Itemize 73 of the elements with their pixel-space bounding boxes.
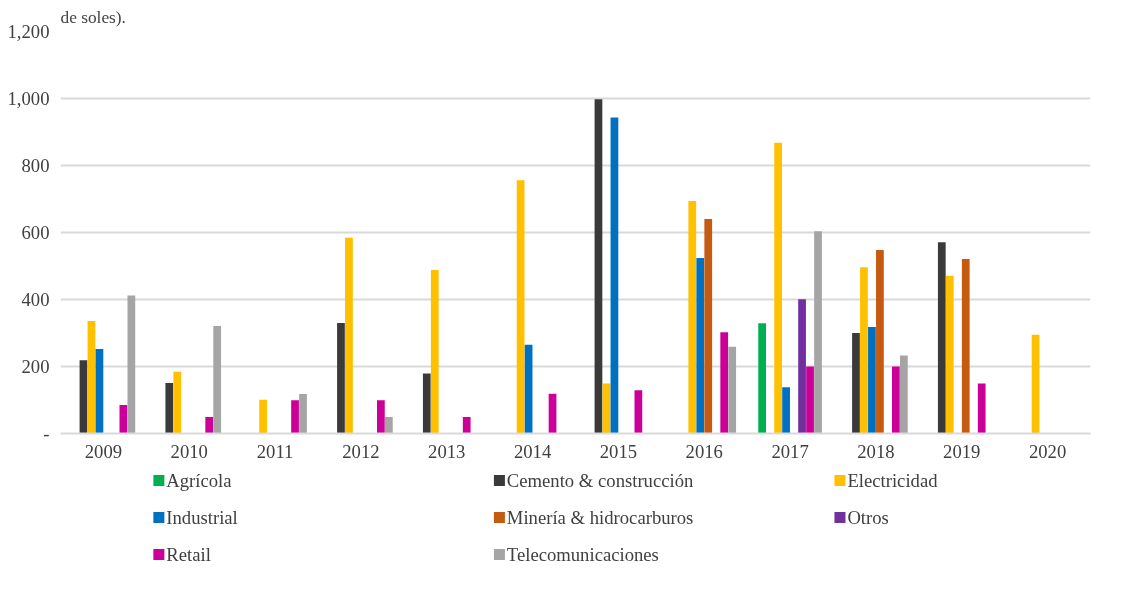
bar [422, 373, 431, 434]
legend-label: Minería & hidrocarburos [506, 507, 694, 528]
bar [87, 320, 96, 434]
x-tick-label: 2015 [599, 440, 638, 462]
legend-label: Retail [166, 544, 211, 565]
x-tick-label: 2009 [84, 440, 123, 462]
bar [852, 333, 860, 434]
x-tick-label: 2013 [428, 440, 466, 462]
legend-label: Industrial [166, 507, 238, 528]
bar [876, 249, 884, 434]
bar [688, 201, 697, 434]
bar [696, 257, 705, 434]
x-tick-label: 2014 [513, 440, 552, 462]
bar [384, 417, 393, 434]
bar [798, 299, 806, 434]
x-tick-label: 2020 [1028, 440, 1067, 462]
x-tick-label: 2010 [170, 440, 208, 462]
bar [516, 180, 525, 434]
x-tick-label: 2012 [342, 440, 380, 462]
bar [524, 344, 533, 434]
y-tick-label: - [43, 423, 50, 444]
bar [774, 142, 782, 434]
bar [720, 332, 729, 434]
y-tick-label: 200 [21, 356, 50, 377]
bar [1031, 334, 1040, 434]
bar [299, 393, 307, 434]
bar [345, 237, 353, 434]
x-tick-label: 2018 [857, 440, 895, 462]
bar [868, 326, 876, 434]
bar [899, 355, 908, 434]
y-tick-label: 1,200 [7, 21, 50, 42]
chart-title: de soles). [60, 7, 126, 27]
bar [462, 417, 471, 434]
bar [259, 399, 267, 434]
y-tick-label: 600 [21, 222, 50, 243]
bar [337, 322, 345, 434]
bar [610, 117, 619, 434]
bar [377, 400, 385, 434]
bar [594, 99, 603, 434]
y-tick-label: 800 [21, 155, 50, 176]
y-tick-label: 400 [21, 289, 50, 310]
legend-label: Agrícola [166, 470, 233, 491]
y-tick-label: 1,000 [7, 88, 50, 109]
x-tick-label: 2019 [943, 440, 981, 462]
bar [782, 387, 790, 434]
bar [165, 382, 174, 434]
bar [95, 349, 104, 434]
x-tick-label: 2016 [685, 440, 723, 462]
bar [213, 325, 222, 434]
bar [860, 267, 868, 434]
bar [806, 366, 814, 434]
legend-label: Telecomunicaciones [506, 544, 659, 565]
bar [728, 346, 737, 434]
bar [937, 242, 946, 434]
bar [430, 270, 439, 434]
bar [79, 360, 88, 434]
bar [961, 258, 970, 434]
bar [205, 417, 214, 434]
bar [127, 295, 136, 434]
bar [704, 219, 713, 434]
bar [291, 400, 299, 434]
x-tick-label: 2017 [771, 440, 809, 462]
legend-label: Otros [847, 507, 889, 528]
bar [758, 323, 767, 434]
bar [634, 390, 643, 434]
bar [892, 366, 900, 434]
bar [945, 275, 954, 434]
bar [173, 371, 182, 434]
legend-label: Electricidad [847, 470, 939, 491]
bar [814, 231, 822, 434]
legend-label: Cemento & construcción [506, 470, 695, 491]
x-tick-label: 2011 [256, 440, 294, 462]
bar [977, 383, 986, 434]
